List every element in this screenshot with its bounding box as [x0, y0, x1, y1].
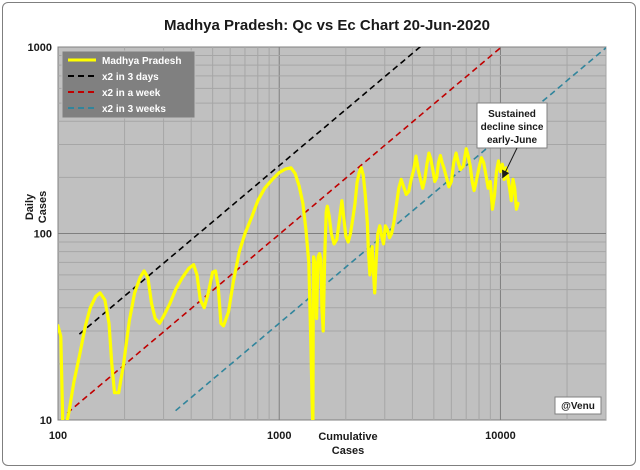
- series-line-x2-in-a-week: [66, 47, 503, 414]
- annotation-line-2: decline since: [481, 122, 544, 133]
- series-line-x2-in-3-days: [78, 47, 422, 335]
- credit-label: @Venu: [561, 401, 595, 412]
- y-tick-label: 100: [34, 229, 52, 241]
- credit-box: [554, 396, 602, 415]
- y-axis-label-line2: Cases: [37, 191, 49, 223]
- credit: @Venu: [554, 396, 602, 415]
- legend-box: [61, 50, 196, 119]
- x-axis-label-line1: Cumulative: [318, 431, 377, 443]
- annotation-arrow: [502, 147, 518, 179]
- chart-title: Madhya Pradesh: Qc vs Ec Chart 20-Jun-20…: [164, 17, 490, 34]
- x-axis: 100 1000 10000: [49, 430, 516, 442]
- legend-label-x2-3-weeks: x2 in 3 weeks: [102, 104, 166, 115]
- y-tick-label: 10: [40, 415, 52, 427]
- series-line-x2-in-3-weeks: [175, 47, 606, 412]
- legend-label-x2-3-days: x2 in 3 days: [102, 72, 159, 83]
- series-layer: [58, 47, 606, 420]
- y-axis: 10 100 1000: [28, 42, 52, 427]
- annotation-box: [476, 102, 548, 149]
- legend: Madhya Pradesh x2 in 3 days x2 in a week…: [61, 50, 196, 119]
- x-tick-label: 1000: [267, 430, 291, 442]
- y-tick-label: 1000: [28, 42, 52, 54]
- legend-label-madhya-pradesh: Madhya Pradesh: [102, 56, 181, 67]
- x-tick-label: 10000: [485, 430, 516, 442]
- annotation-sustained-decline: Sustained decline since early-June: [476, 102, 548, 179]
- annotation-line-3: early-June: [487, 135, 537, 146]
- legend-label-x2-week: x2 in a week: [102, 88, 161, 99]
- y-axis-label-line1: Daily: [24, 193, 36, 220]
- series-line-madhya-pradesh: [58, 147, 520, 420]
- annotation-line-1: Sustained: [488, 109, 536, 120]
- x-axis-label-line2: Cases: [332, 445, 364, 457]
- x-tick-label: 100: [49, 430, 67, 442]
